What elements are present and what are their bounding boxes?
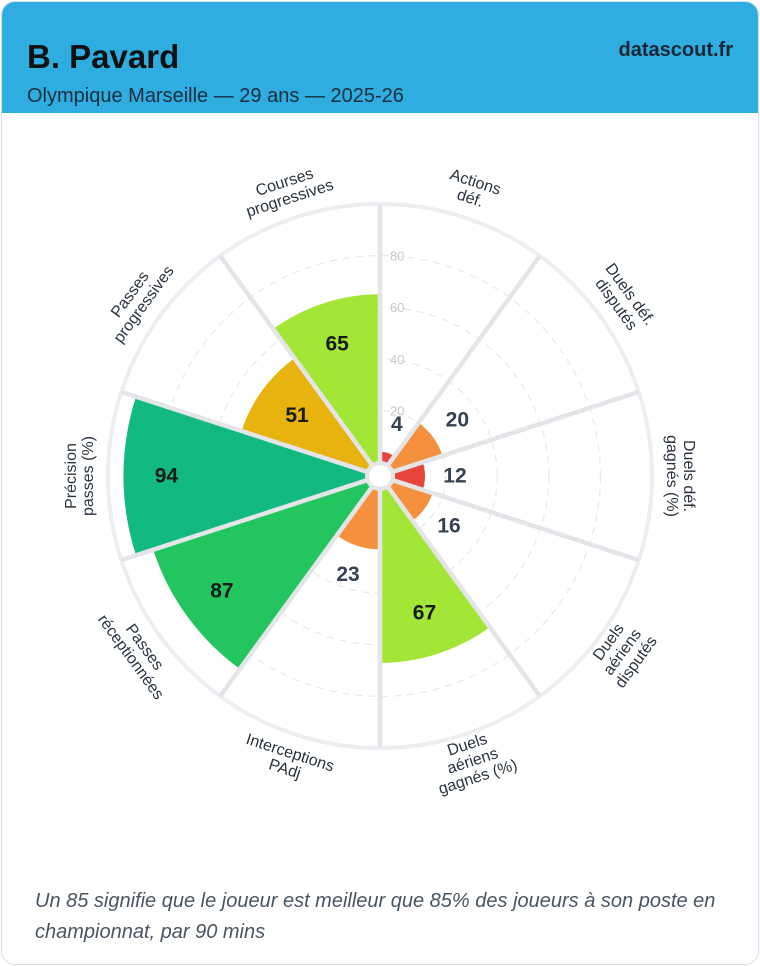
value-label-7: 94 xyxy=(155,465,179,488)
category-label-line: Duels déf. xyxy=(680,440,697,512)
value-label-0: 4 xyxy=(391,413,403,436)
brand-link[interactable]: datascout.fr xyxy=(618,39,733,61)
category-label-line: gagnés (%) xyxy=(663,435,680,517)
value-label-9: 65 xyxy=(325,333,349,356)
separator-3 xyxy=(392,478,640,563)
category-label-line: passes (%) xyxy=(80,436,97,516)
wedge-7 xyxy=(123,396,367,556)
category-label-line: Précision xyxy=(63,443,80,509)
player-subtitle: Olympique Marseille — 29 ans — 2025-26 xyxy=(27,85,404,107)
center-hub xyxy=(365,461,395,491)
header: B. Pavard Olympique Marseille — 29 ans —… xyxy=(2,2,758,113)
wedge-2 xyxy=(393,462,425,490)
footnote: Un 85 signifie que le joueur est meilleu… xyxy=(35,890,716,943)
separator-7 xyxy=(120,478,368,563)
wedge-0 xyxy=(380,451,395,465)
value-label-1: 20 xyxy=(446,408,469,431)
grid-ring-20 xyxy=(313,409,447,543)
wedge-8 xyxy=(241,358,372,472)
tick-label-40: 40 xyxy=(390,352,404,367)
value-label-4: 67 xyxy=(413,601,436,624)
value-label-5: 23 xyxy=(336,563,359,586)
player-name: B. Pavard xyxy=(27,38,180,75)
separator-9 xyxy=(218,254,374,466)
value-label-8: 51 xyxy=(285,404,309,427)
separator-2 xyxy=(392,389,640,474)
wedge-6 xyxy=(153,480,372,669)
value-label-3: 16 xyxy=(437,515,460,538)
wedge-9 xyxy=(273,294,380,465)
separator-6 xyxy=(218,486,374,698)
separator-1 xyxy=(386,254,542,466)
value-label-2: 12 xyxy=(443,465,466,488)
wedge-4 xyxy=(380,487,490,663)
separator-4 xyxy=(386,486,542,698)
value-label-6: 87 xyxy=(210,579,233,602)
tick-label-20: 20 xyxy=(390,403,404,418)
wedge-5 xyxy=(336,487,380,550)
tick-label-60: 60 xyxy=(390,300,404,315)
separator-8 xyxy=(120,389,368,474)
category-label-2: Duels déf.gagnés (%) xyxy=(663,435,697,517)
category-label-7: Précision passes (%) xyxy=(63,436,97,516)
tick-label-80: 80 xyxy=(390,249,404,264)
